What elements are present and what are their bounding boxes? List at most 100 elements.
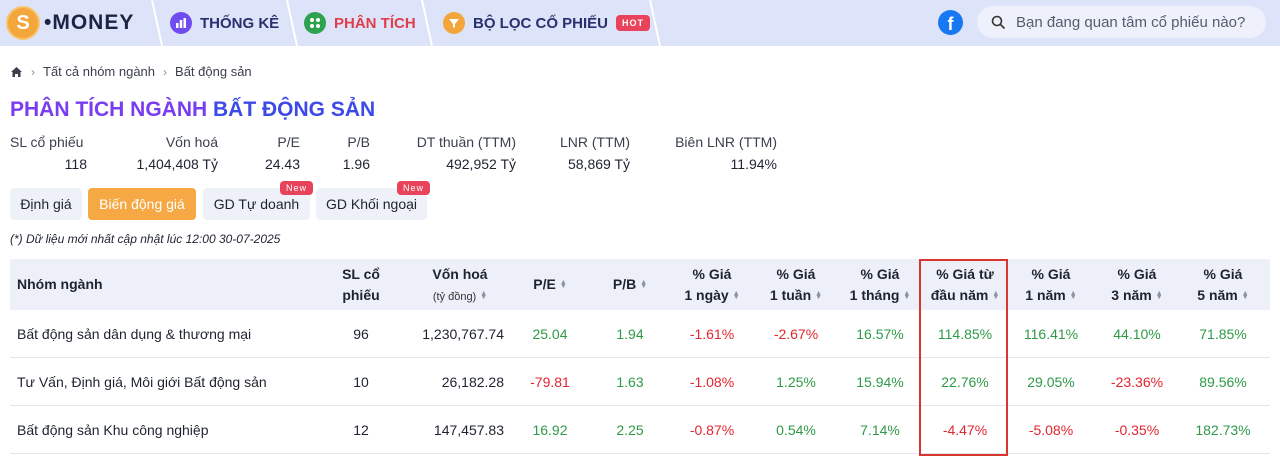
page-title-sector: BẤT ĐỘNG SẢN bbox=[213, 98, 376, 121]
col-header-price-ytd[interactable]: % Giá từ đầu năm ▲ ▼ bbox=[922, 259, 1008, 310]
breadcrumb-all-sectors[interactable]: Tất cả nhóm ngành bbox=[43, 64, 156, 79]
cell-stock-count: 12 bbox=[353, 422, 369, 438]
col-header-pb[interactable]: P/B ▲ ▼ bbox=[590, 259, 670, 310]
home-icon[interactable] bbox=[10, 66, 23, 78]
stat-value: 11.94% bbox=[730, 156, 777, 172]
col-header-label: Nhóm ngành bbox=[17, 276, 103, 292]
cell-stock-count: 10 bbox=[353, 374, 369, 390]
nav-divider bbox=[151, 0, 163, 46]
nav-divider bbox=[421, 0, 433, 46]
stat-label: SL cổ phiếu bbox=[10, 134, 84, 150]
analysis-icon bbox=[304, 12, 326, 34]
nav-tab-analysis[interactable]: PHÂN TÍCH bbox=[304, 0, 416, 46]
col-header-price-1w[interactable]: % Giá 1 tuần ▲ ▼ bbox=[754, 259, 838, 310]
col-header-price-3y[interactable]: % Giá 3 năm ▲ ▼ bbox=[1094, 259, 1180, 310]
cell-sector-name[interactable]: Tư Vấn, Định giá, Môi giới Bất động sản bbox=[17, 374, 267, 390]
sort-icon: ▲ ▼ bbox=[559, 278, 567, 290]
stat-net-revenue: DT thuần (TTM) 492,952 Tỷ bbox=[405, 134, 516, 172]
tab-foreign-trading[interactable]: GD Khối ngoại New bbox=[316, 181, 430, 220]
data-update-note: (*) Dữ liệu mới nhất cập nhật lúc 12:00 … bbox=[10, 232, 281, 246]
col-header-stock-count[interactable]: SL cổ phiếu bbox=[320, 259, 402, 310]
new-badge: New bbox=[279, 181, 313, 195]
cell-stock-count: 96 bbox=[353, 326, 369, 342]
table-row[interactable]: Tư Vấn, Định giá, Môi giới Bất động sản 1… bbox=[10, 358, 1270, 406]
cell-price-1w: -2.67% bbox=[773, 326, 819, 342]
cell-market-cap: 26,182.28 bbox=[441, 374, 504, 390]
cell-price-1m: 7.14% bbox=[860, 422, 900, 438]
cell-sector-name[interactable]: Bất động sản dân dụng & thương mại bbox=[17, 326, 252, 342]
stat-label: DT thuần (TTM) bbox=[416, 134, 516, 150]
cell-price-5y: 89.56% bbox=[1199, 374, 1247, 390]
logo-text: •MONEY bbox=[44, 11, 135, 34]
cell-price-1d: -0.87% bbox=[689, 422, 735, 438]
stat-label: P/E bbox=[277, 134, 300, 150]
cell-price-3y: -0.35% bbox=[1114, 422, 1160, 438]
chevron-right-icon: › bbox=[31, 64, 35, 79]
logo[interactable]: S •MONEY bbox=[6, 3, 134, 43]
col-header-label: % Giá bbox=[1031, 265, 1071, 282]
cell-pb: 2.25 bbox=[616, 422, 644, 438]
sort-icon: ▲ ▼ bbox=[1155, 289, 1163, 301]
nav-tab-label: THỐNG KÊ bbox=[200, 14, 280, 32]
sort-icon: ▲ ▼ bbox=[480, 289, 488, 301]
col-header-price-1y[interactable]: % Giá 1 năm ▲ ▼ bbox=[1008, 259, 1094, 310]
sort-icon: ▲ ▼ bbox=[815, 289, 823, 301]
search-icon bbox=[991, 15, 1006, 29]
stat-stock-count: SL cổ phiếu 118 bbox=[10, 134, 100, 172]
col-header-label: % Giá từ bbox=[936, 265, 994, 282]
stat-value: 1.96 bbox=[342, 156, 370, 172]
tab-price-movement[interactable]: Biến động giá bbox=[88, 188, 196, 220]
cell-price-1w: 0.54% bbox=[776, 422, 816, 438]
chevron-right-icon: › bbox=[163, 64, 168, 79]
col-header-label: 1 năm bbox=[1025, 286, 1066, 303]
nav-tab-stock-filter[interactable]: BỘ LỌC CỔ PHIẾU HOT bbox=[443, 0, 651, 46]
dollar-logo-icon: S bbox=[6, 6, 40, 40]
cell-price-1m: 16.57% bbox=[856, 326, 904, 342]
top-nav: S •MONEY THỐNG KÊ PHÂN TÍCH BỘ LỌC CỔ PH… bbox=[0, 0, 1280, 46]
col-header-label: % Giá bbox=[692, 265, 732, 282]
table-row[interactable]: Bất động sản dân dụng & thương mại 96 1,23… bbox=[10, 310, 1270, 358]
bar-chart-icon bbox=[170, 12, 192, 34]
stat-value: 492,952 Tỷ bbox=[446, 156, 516, 172]
col-header-label: 3 năm bbox=[1111, 286, 1152, 303]
cell-price-3y: -23.36% bbox=[1110, 374, 1164, 390]
cell-price-3y: 44.10% bbox=[1113, 326, 1161, 342]
col-header-label: đầu năm bbox=[930, 286, 989, 303]
cell-pe: 25.04 bbox=[532, 326, 568, 342]
cell-market-cap: 147,457.83 bbox=[433, 422, 504, 438]
sort-icon: ▲ ▼ bbox=[903, 289, 911, 301]
tab-label: GD Khối ngoại bbox=[325, 196, 418, 212]
cell-price-ytd: 22.76% bbox=[941, 374, 989, 390]
tab-valuation[interactable]: Định giá bbox=[10, 188, 82, 220]
col-header-price-1d[interactable]: % Giá 1 ngày ▲ ▼ bbox=[670, 259, 754, 310]
facebook-icon[interactable]: f bbox=[938, 10, 963, 35]
stat-value: 1,404,408 Tỷ bbox=[136, 156, 218, 172]
cell-price-5y: 71.85% bbox=[1199, 326, 1247, 342]
sort-icon: ▲ ▼ bbox=[1069, 289, 1077, 301]
col-header-pe[interactable]: P/E ▲ ▼ bbox=[510, 259, 590, 310]
col-header-label: SL cổ bbox=[342, 265, 380, 282]
cell-price-5y: 182.73% bbox=[1195, 422, 1251, 438]
stat-pe: P/E 24.43 bbox=[240, 134, 300, 172]
tab-proprietary-trading[interactable]: GD Tự doanh New bbox=[203, 181, 313, 220]
page-title: PHÂN TÍCH NGÀNH BẤT ĐỘNG SẢN bbox=[10, 98, 375, 122]
cell-price-1d: -1.61% bbox=[689, 326, 735, 342]
cell-price-1y: -5.08% bbox=[1028, 422, 1074, 438]
stat-pb: P/B 1.96 bbox=[320, 134, 370, 172]
stat-market-cap: Vốn hoá 1,404,408 Tỷ bbox=[118, 134, 218, 172]
col-header-sector[interactable]: Nhóm ngành bbox=[10, 259, 310, 310]
search-bar[interactable] bbox=[977, 6, 1266, 38]
hot-badge: HOT bbox=[616, 15, 651, 31]
col-header-label: P/B bbox=[612, 276, 637, 292]
cell-price-1y: 29.05% bbox=[1027, 374, 1075, 390]
nav-tab-statistics[interactable]: THỐNG KÊ bbox=[170, 0, 279, 46]
cell-pb: 1.63 bbox=[616, 374, 644, 390]
col-header-price-1m[interactable]: % Giá 1 tháng ▲ ▼ bbox=[838, 259, 922, 310]
table-row[interactable]: Bất động sản Khu công nghiệp 12 147,457.83… bbox=[10, 406, 1270, 454]
col-header-market-cap[interactable]: Vốn hoá (tỷ đồng) ▲ ▼ bbox=[410, 259, 510, 310]
search-input[interactable] bbox=[1016, 13, 1256, 31]
cell-sector-name[interactable]: Bất động sản Khu công nghiệp bbox=[17, 422, 209, 438]
col-header-price-5y[interactable]: % Giá 5 năm ▲ ▼ bbox=[1180, 259, 1266, 310]
cell-price-1y: 116.41% bbox=[1023, 326, 1079, 342]
filter-icon bbox=[443, 12, 465, 34]
